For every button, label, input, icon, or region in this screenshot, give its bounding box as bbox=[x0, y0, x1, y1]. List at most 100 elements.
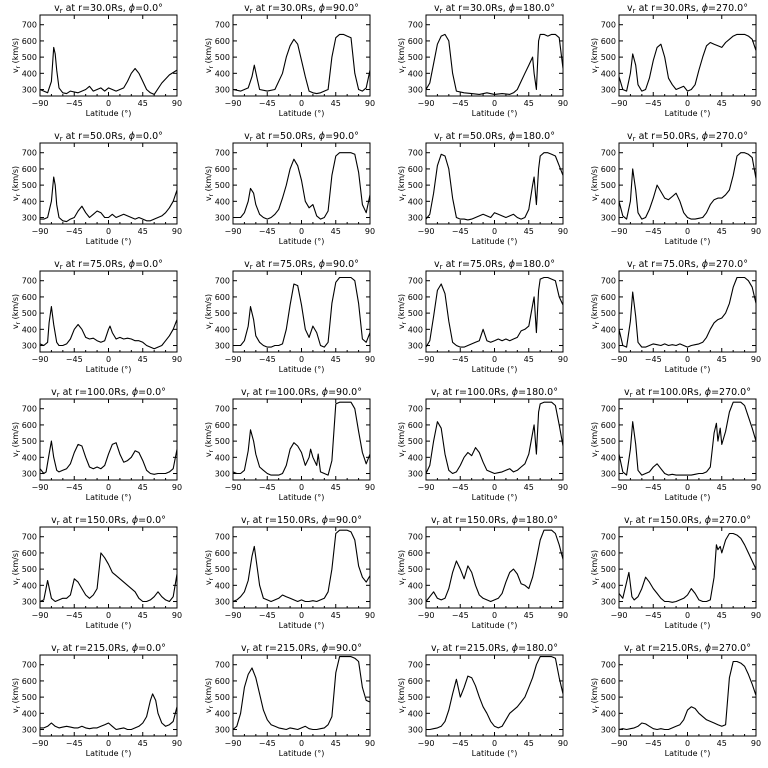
x-tick-label: −90 bbox=[32, 99, 49, 108]
y-tick-label: 400 bbox=[22, 453, 37, 462]
x-tick-label: −90 bbox=[611, 99, 628, 108]
y-tick-label: 300 bbox=[408, 214, 423, 223]
y-tick-label: 300 bbox=[22, 726, 37, 735]
x-tick-label: −90 bbox=[225, 227, 242, 236]
x-tick-label: 45 bbox=[138, 739, 148, 748]
x-tick-label: 45 bbox=[524, 611, 534, 620]
series-line-vr bbox=[39, 306, 178, 350]
x-tick-label: 90 bbox=[365, 227, 375, 236]
x-tick-label: 0 bbox=[685, 611, 690, 620]
y-tick-label: 300 bbox=[408, 342, 423, 351]
y-axis-label: vr (km/s) bbox=[590, 38, 601, 73]
panel-r30.0-phi270.0: vr at r=30.0Rs, ϕ=270.0° −90 −45 0 45 90 300 40… bbox=[590, 3, 761, 118]
panel-title: vr at r=30.0Rs, ϕ=90.0° bbox=[244, 3, 359, 15]
x-tick-label: 45 bbox=[717, 355, 727, 364]
x-axis-label: Latitude (°) bbox=[279, 749, 325, 758]
y-tick-label: 300 bbox=[22, 470, 37, 479]
plot-frame bbox=[618, 526, 757, 609]
panel-title: vr at r=150.0Rs, ϕ=270.0° bbox=[624, 515, 751, 527]
x-tick-label: 0 bbox=[685, 227, 690, 236]
panel-title: vr at r=50.0Rs, ϕ=0.0° bbox=[54, 131, 163, 143]
y-tick-label: 500 bbox=[408, 693, 423, 702]
y-tick-label: 300 bbox=[601, 598, 616, 607]
y-tick-label: 600 bbox=[215, 165, 230, 174]
x-tick-label: 90 bbox=[172, 739, 182, 748]
y-tick-label: 300 bbox=[601, 726, 616, 735]
x-tick-label: 90 bbox=[365, 355, 375, 364]
x-tick-label: −45 bbox=[66, 483, 83, 492]
y-tick-label: 700 bbox=[22, 533, 37, 542]
x-axis-label: Latitude (°) bbox=[665, 365, 711, 374]
panel-r75.0-phi90.0: vr at r=75.0Rs, ϕ=90.0° −90 −45 0 45 90 300 400… bbox=[204, 259, 375, 374]
x-tick-label: 90 bbox=[751, 227, 761, 236]
y-tick-label: 700 bbox=[22, 149, 37, 158]
y-tick-label: 600 bbox=[601, 677, 616, 686]
x-tick-label: −90 bbox=[32, 483, 49, 492]
y-tick-label: 600 bbox=[601, 37, 616, 46]
y-tick-label: 500 bbox=[215, 565, 230, 574]
x-tick-label: 0 bbox=[299, 611, 304, 620]
x-tick-label: 0 bbox=[492, 739, 497, 748]
y-tick-label: 300 bbox=[215, 214, 230, 223]
x-tick-label: 45 bbox=[524, 99, 534, 108]
panel-r50.0-phi0.0: vr at r=50.0Rs, ϕ=0.0° −90 −45 0 45 90 300 400 5… bbox=[11, 131, 182, 246]
series-line-vr bbox=[426, 656, 564, 731]
y-tick-label: 400 bbox=[601, 453, 616, 462]
x-tick-label: 0 bbox=[106, 355, 111, 364]
x-tick-label: −45 bbox=[645, 99, 662, 108]
x-tick-label: 0 bbox=[106, 483, 111, 492]
y-tick-label: 500 bbox=[601, 693, 616, 702]
x-axis-label: Latitude (°) bbox=[472, 749, 518, 758]
plot-frame bbox=[232, 526, 371, 609]
y-tick-label: 600 bbox=[215, 421, 230, 430]
x-tick-label: −90 bbox=[611, 611, 628, 620]
x-tick-label: 90 bbox=[751, 739, 761, 748]
series-line-vr bbox=[40, 693, 178, 731]
series-line-vr bbox=[425, 276, 564, 348]
panel-r215.0-phi270.0: vr at r=215.0Rs, ϕ=270.0° −90 −45 0 45 90 300 4… bbox=[590, 643, 761, 758]
x-tick-label: −90 bbox=[418, 611, 435, 620]
y-axis-label: vr (km/s) bbox=[11, 550, 22, 585]
y-tick-label: 600 bbox=[601, 421, 616, 430]
panel-title: vr at r=215.0Rs, ϕ=180.0° bbox=[431, 643, 558, 655]
x-axis-label: Latitude (°) bbox=[665, 749, 711, 758]
y-tick-label: 400 bbox=[408, 453, 423, 462]
x-tick-label: 0 bbox=[299, 99, 304, 108]
x-tick-label: 45 bbox=[717, 99, 727, 108]
x-tick-label: 0 bbox=[492, 99, 497, 108]
y-tick-label: 600 bbox=[408, 549, 423, 558]
panel-r100.0-phi0.0: vr at r=100.0Rs, ϕ=0.0° −90 −45 0 45 90 300 400… bbox=[11, 387, 182, 502]
panel-r150.0-phi180.0: vr at r=150.0Rs, ϕ=180.0° −90 −45 0 45 90 300 4… bbox=[397, 515, 568, 630]
y-tick-label: 500 bbox=[215, 53, 230, 62]
y-axis-label: vr (km/s) bbox=[397, 38, 408, 73]
panel-title: vr at r=30.0Rs, ϕ=0.0° bbox=[54, 3, 163, 15]
panel-r215.0-phi180.0: vr at r=215.0Rs, ϕ=180.0° −90 −45 0 45 90 300 4… bbox=[397, 643, 568, 758]
x-tick-label: 90 bbox=[172, 355, 182, 364]
x-tick-label: 45 bbox=[331, 483, 341, 492]
panel-title: vr at r=50.0Rs, ϕ=180.0° bbox=[434, 131, 555, 143]
y-tick-label: 400 bbox=[408, 581, 423, 590]
y-tick-label: 500 bbox=[215, 437, 230, 446]
y-tick-label: 300 bbox=[22, 598, 37, 607]
panel-r75.0-phi180.0: vr at r=75.0Rs, ϕ=180.0° −90 −45 0 45 90 300 40… bbox=[397, 259, 568, 374]
series-line-vr bbox=[618, 33, 757, 92]
x-tick-label: −90 bbox=[225, 483, 242, 492]
x-tick-label: −45 bbox=[66, 739, 83, 748]
panel-r30.0-phi0.0: vr at r=30.0Rs, ϕ=0.0° −90 −45 0 45 90 300 400 5… bbox=[11, 3, 182, 118]
y-tick-label: 400 bbox=[215, 709, 230, 718]
y-tick-label: 500 bbox=[215, 693, 230, 702]
y-tick-label: 500 bbox=[408, 565, 423, 574]
x-tick-label: 0 bbox=[299, 227, 304, 236]
y-tick-label: 400 bbox=[215, 325, 230, 334]
x-tick-label: 0 bbox=[492, 227, 497, 236]
y-tick-label: 700 bbox=[601, 149, 616, 158]
y-tick-label: 500 bbox=[22, 565, 37, 574]
panel-title: vr at r=30.0Rs, ϕ=270.0° bbox=[627, 3, 748, 15]
y-tick-label: 700 bbox=[408, 21, 423, 30]
plot-frame bbox=[425, 654, 564, 737]
panel-r50.0-phi90.0: vr at r=50.0Rs, ϕ=90.0° −90 −45 0 45 90 300 400… bbox=[204, 131, 375, 246]
y-axis-label: vr (km/s) bbox=[11, 422, 22, 457]
y-tick-label: 600 bbox=[215, 677, 230, 686]
y-tick-label: 400 bbox=[22, 69, 37, 78]
